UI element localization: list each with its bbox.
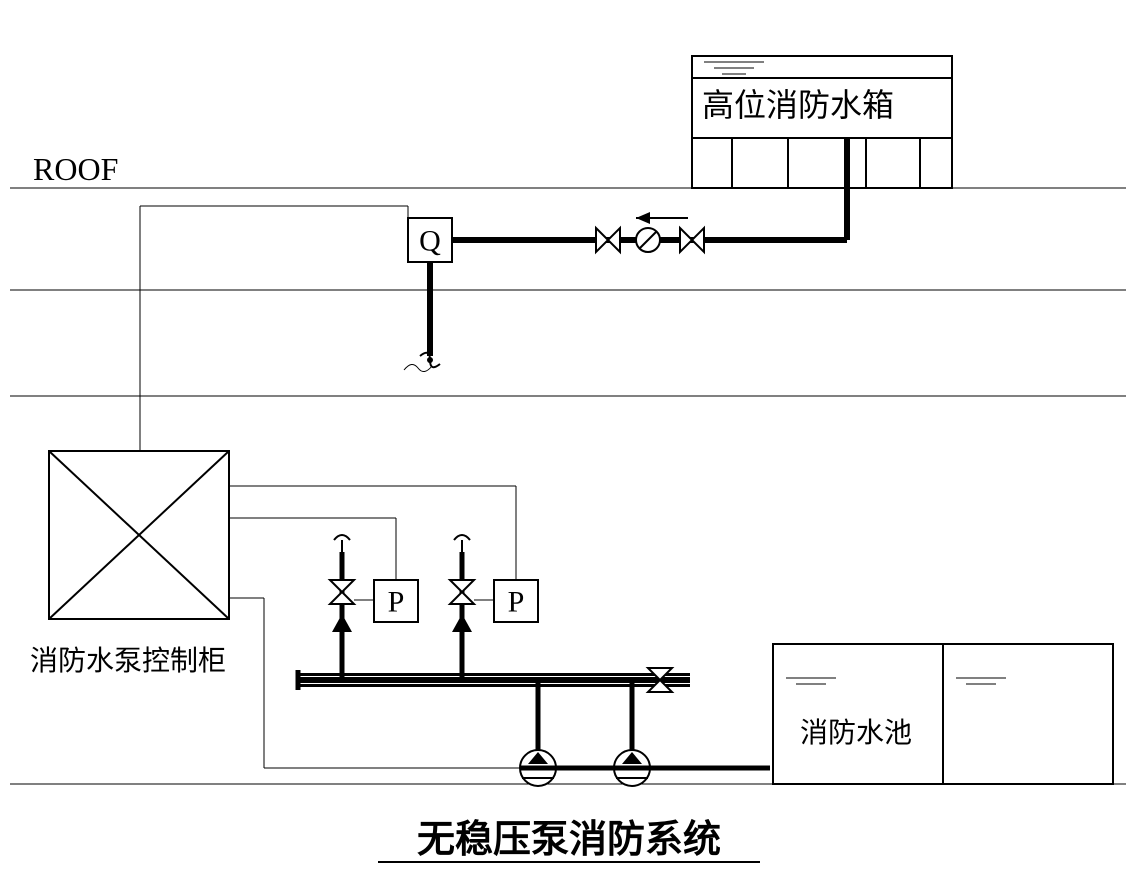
svg-text:P: P <box>388 586 405 619</box>
q-box: Q <box>408 218 452 262</box>
p-box-2: P <box>494 580 538 622</box>
fire-pool: 消防水池 <box>773 644 1113 784</box>
high-tank-label: 高位消防水箱 <box>702 87 894 123</box>
top-valve-group <box>593 212 707 252</box>
q-drop-pipe <box>404 262 440 372</box>
svg-text:P: P <box>508 586 525 619</box>
high-tank: 高位消防水箱 <box>692 56 952 188</box>
signal-lines <box>229 486 520 768</box>
p-box-1: P <box>374 580 418 622</box>
pool-label: 消防水池 <box>800 717 912 749</box>
svg-text:Q: Q <box>419 225 441 258</box>
roof-label: ROOF <box>33 151 118 187</box>
pump-riser-1 <box>330 535 374 674</box>
control-cabinet-label: 消防水泵控制柜 <box>30 645 226 677</box>
diagram-title: 无稳压泵消防系统 <box>417 819 721 861</box>
pump-riser-2 <box>450 535 494 674</box>
header-drops <box>538 680 632 750</box>
signal-line-q <box>140 206 408 451</box>
control-cabinet: 消防水泵控制柜 <box>30 451 229 677</box>
